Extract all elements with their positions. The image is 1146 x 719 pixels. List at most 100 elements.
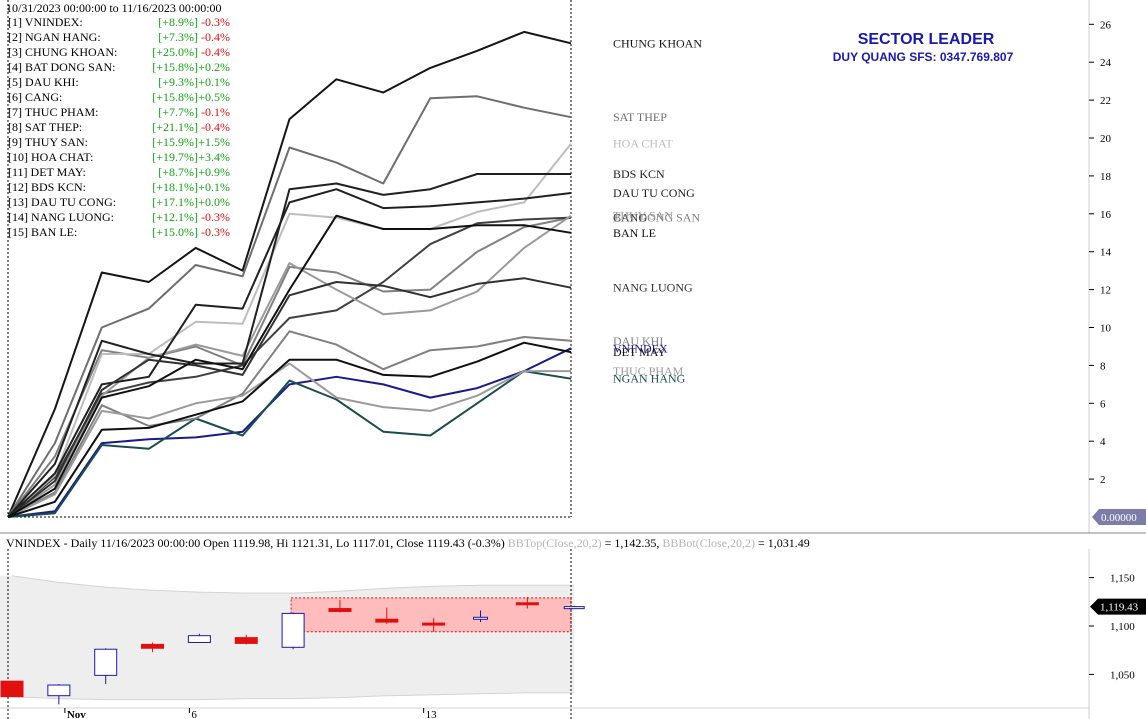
legend-change: [+15.0%] [152, 225, 198, 239]
x-tick-label: 13 [426, 709, 438, 719]
candle [422, 618, 446, 632]
candle-body [187, 635, 211, 643]
candle [473, 610, 488, 623]
legend-daily-change: +3.4% [198, 150, 230, 164]
legend-change: [+15.9%] [152, 135, 198, 149]
legend-daily-change: +0.2% [198, 60, 230, 74]
date-range: 10/31/2023 00:00:00 to 11/16/2023 00:00:… [6, 1, 222, 15]
pane-divider[interactable] [0, 532, 1146, 536]
series-end-label: NANG LUONG [613, 281, 693, 295]
y-tick-label: 4 [1100, 436, 1106, 448]
legend-change: [+15.8%] [152, 90, 198, 104]
series-end-label: BAN LE [613, 226, 656, 240]
series-end-label: VNINDEX [613, 341, 668, 355]
legend-daily-change: +0.1% [198, 180, 230, 194]
brand-title: SECTOR LEADER [857, 31, 995, 48]
y-tick-label: 26 [1100, 19, 1112, 31]
legend-label: [8] SAT THEP: [8, 120, 83, 134]
series-line [7, 277, 572, 518]
legend-label: [4] BAT DONG SAN: [8, 60, 116, 74]
date-x-axis: Nov 6 13 [0, 707, 1089, 719]
candle-body [515, 602, 539, 606]
price-tick-label: 1,150 [1110, 573, 1135, 585]
candle-body [47, 684, 71, 697]
series-end-label: SAT THEP [613, 110, 667, 124]
legend-daily-change: +0.0% [198, 195, 230, 209]
y-tick-label: 22 [1100, 95, 1111, 107]
legend-daily-change: -0.3% [201, 15, 230, 29]
candle [94, 648, 118, 685]
legend-change: [+8.9%] [158, 15, 198, 29]
y-tick-label: 20 [1100, 133, 1112, 145]
legend-label: [14] NANG LUONG: [8, 210, 114, 224]
candle [375, 607, 399, 625]
series-end-label: HOA CHAT [613, 137, 673, 151]
sector-series-lines [7, 30, 572, 518]
legend-change: [+12.1%] [152, 210, 198, 224]
legend-daily-change: -0.4% [201, 120, 230, 134]
candle-body [422, 622, 446, 626]
series-line [7, 214, 572, 518]
bbbot-value: = 1,031.49 [755, 536, 810, 550]
candle [281, 612, 305, 650]
legend-change: [+18.1%] [152, 180, 198, 194]
legend-daily-change: +0.5% [198, 90, 230, 104]
bbtop-label: BBTop(Close,20,2) [507, 536, 602, 550]
legend-daily-change: -0.1% [201, 105, 230, 119]
series-end-label: NGAN HANG [613, 372, 686, 386]
bbbot-label: BBBot(Close,20,2) [662, 536, 756, 550]
series-line [7, 347, 572, 518]
price-tag-shape [1090, 598, 1146, 615]
price-tick-label: 1,050 [1110, 669, 1135, 681]
vnindex-candle-chart[interactable]: 1,050 1,100 1,150 Nov 6 13 1,119.43 [0, 549, 1146, 719]
candle-body [141, 643, 165, 649]
x-tick-label: Nov [67, 709, 86, 719]
legend-daily-change: -0.4% [201, 45, 230, 59]
y-tick-label: 14 [1100, 247, 1112, 259]
series-line [7, 143, 572, 518]
legend-label: [2] NGAN HANG: [8, 30, 101, 44]
y-tick-label: 10 [1100, 323, 1112, 335]
series-end-label: DET MAY [613, 345, 666, 359]
legend-daily-change: +1.5% [198, 135, 230, 149]
candle-body [328, 608, 352, 612]
legend-daily-change: +0.1% [198, 75, 230, 89]
legend-label: [7] THUC PHAM: [8, 105, 99, 119]
price-last-value-tag: 1,119.43 [1090, 598, 1146, 615]
candle [47, 684, 71, 705]
vnindex-info-line: VNINDEX - Daily 11/16/2023 00:00:00 Open… [6, 536, 810, 551]
candle [0, 680, 24, 698]
y-tick-label: 12 [1100, 285, 1111, 297]
brand-subtitle: DUY QUANG SFS: 0347.769.807 [832, 50, 1014, 64]
x-tick-label: 6 [191, 709, 197, 719]
series-line [7, 362, 571, 518]
series-line [7, 188, 572, 518]
candle-body [473, 616, 488, 620]
legend-label: [15] BAN LE: [8, 225, 78, 239]
legend-change: [+21.1%] [152, 120, 198, 134]
bbtop-value: = 1,142.35, [601, 536, 663, 550]
series-end-label: DAU KHI [613, 334, 663, 348]
band-bottom-line [11, 692, 575, 701]
sector-end-labels: VNINDEX NGAN HANG CHUNG KHOAN BAT DONG SAN D… [613, 36, 702, 385]
y-tick-label: 2 [1100, 474, 1106, 486]
y-tick-label: 24 [1100, 57, 1112, 69]
candle [141, 642, 165, 653]
candle-body [563, 606, 585, 610]
vnindex-ohlc-text: VNINDEX - Daily 11/16/2023 00:00:00 Open… [6, 536, 505, 550]
legend-change: [+25.0%] [152, 45, 198, 59]
candle-body [375, 618, 399, 623]
legend-label: [10] HOA CHAT: [8, 150, 94, 164]
price-tick-label: 1,100 [1110, 621, 1135, 633]
series-line [7, 216, 572, 518]
legend-label: [3] CHUNG KHOAN: [8, 45, 118, 59]
candle [234, 634, 258, 645]
series-end-label: THUY SAN [613, 209, 673, 223]
sector-last-value-tag: 0.00000 [1092, 509, 1146, 525]
legend-change: [+8.7%] [158, 165, 198, 179]
last-value-tag-text: 0.00000 [1101, 512, 1137, 524]
series-line [7, 30, 572, 518]
